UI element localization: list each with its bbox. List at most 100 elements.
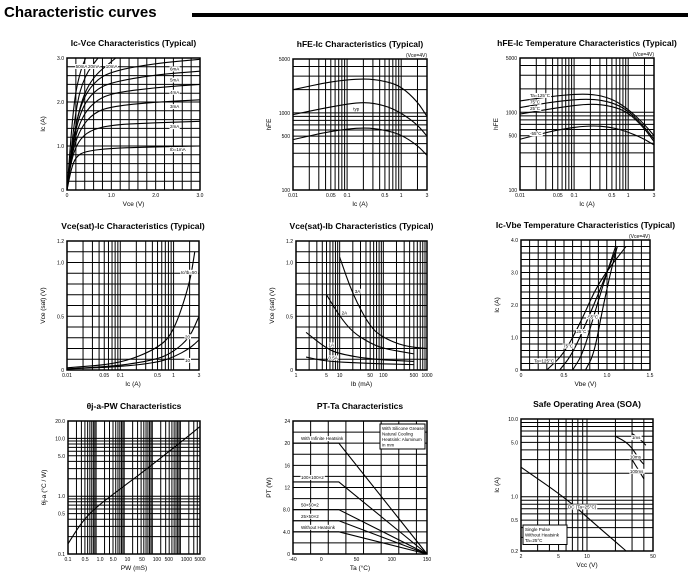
series-label-bg <box>533 358 556 364</box>
series-label-bg <box>169 77 180 83</box>
chart-note-box <box>379 423 426 450</box>
chart-1: hFE-Ic Characteristics (Typical) (Vce=4V)… <box>266 39 429 208</box>
series-label: 100×100×2 <box>301 475 324 480</box>
series-label: 5mA <box>170 78 179 83</box>
series-line <box>67 426 201 545</box>
chart-note-line: in mm <box>382 443 395 448</box>
x-axis-label: Vce (V) <box>123 201 145 208</box>
series-label: Ta=125°C <box>530 93 551 98</box>
series-label-bg <box>629 454 643 460</box>
series-label: 25°C <box>576 329 587 334</box>
y-tick-label: 500 <box>509 134 518 140</box>
chart-note-line: Ta=25°C <box>525 538 543 543</box>
x-tick-label: 100 <box>153 557 162 563</box>
y-tick-label: 8.0 <box>283 508 290 514</box>
x-tick-label: 1000 <box>181 557 192 563</box>
chart-5: Ic-Vbe Temperature Characteristics (Typi… <box>494 220 675 388</box>
series-label-bg <box>180 269 198 275</box>
series-line <box>615 435 645 465</box>
x-tick-label: 3 <box>653 193 656 199</box>
series-label-bg <box>575 329 588 334</box>
series-line <box>293 520 428 555</box>
y-tick-label: 4.0 <box>511 238 518 244</box>
series-line <box>520 466 627 552</box>
x-tick-label: 1000 <box>421 373 432 379</box>
series-line <box>292 127 428 156</box>
series-label-bg <box>341 310 348 316</box>
chart-subtitle: (Vce=4V) <box>406 53 427 59</box>
series-label: 4mA <box>170 90 179 95</box>
y-tick-label: 0 <box>287 552 290 558</box>
x-axis-label: Ic (A) <box>352 201 368 208</box>
y-tick-label: 1.0 <box>57 261 64 267</box>
plot-frame <box>295 240 428 371</box>
chart-8: Safe Operating Area (SOA) Vcc (V) Ic (A) 2 5… <box>494 399 656 569</box>
x-tick-label: 2.0 <box>152 193 159 199</box>
grid <box>519 57 655 191</box>
grid <box>295 240 428 371</box>
plot-frame <box>520 418 654 552</box>
series-label: 75°C <box>563 344 574 349</box>
y-tick-label: 1.2 <box>286 239 293 245</box>
y-tick-label: 2.0 <box>57 100 64 106</box>
series-label: typ <box>353 107 360 112</box>
series-line <box>585 246 618 371</box>
plot-frame <box>292 420 428 555</box>
series-label: 75°C <box>530 100 541 105</box>
x-tick-label: 10 <box>584 554 590 560</box>
chart-note-line: With Silicone Grease <box>382 426 425 431</box>
series-label-bg <box>529 92 552 98</box>
y-tick-label: 5000 <box>279 57 290 63</box>
y-tick-label: 5000 <box>506 56 517 62</box>
series-line <box>293 481 428 555</box>
chart-note-line: Natural Cooling <box>382 432 414 437</box>
series-label: 0.5A <box>329 355 338 360</box>
x-tick-label: 3.0 <box>197 193 204 199</box>
x-tick-label: 1 <box>295 373 298 379</box>
series-line <box>292 102 428 137</box>
y-axis-label: hFE <box>493 117 500 130</box>
y-tick-label: 1.0 <box>511 336 518 342</box>
series-line <box>546 246 627 371</box>
y-tick-label: 100 <box>282 188 291 194</box>
x-tick-label: 0.05 <box>99 373 109 379</box>
series-label: 2mA <box>170 124 179 129</box>
x-tick-label: 10 <box>125 557 131 563</box>
y-axis-label: PT (W) <box>266 477 273 497</box>
plot-frame <box>292 58 428 191</box>
x-tick-label: 0.1 <box>65 557 72 563</box>
series-label: Ta=125°C <box>534 358 555 363</box>
x-tick-label: 3 <box>198 373 201 379</box>
y-tick-label: 500 <box>282 134 291 140</box>
x-tick-label: 100 <box>388 557 397 563</box>
series-label-bg <box>328 355 339 361</box>
y-axis-label: Vce (sat) (V) <box>40 287 47 323</box>
series-line <box>339 256 428 350</box>
y-tick-label: 4.0 <box>283 530 290 536</box>
x-tick-label: 0 <box>520 373 523 379</box>
series-label: With Infinite Heatsink <box>301 436 344 441</box>
x-tick-label: 3 <box>426 193 429 199</box>
chart-subtitle: (Vce=4V) <box>633 52 654 58</box>
series-label-bg <box>567 504 598 510</box>
series-line <box>66 57 99 191</box>
y-tick-label: 24 <box>284 419 290 425</box>
y-tick-label: 16 <box>284 463 290 469</box>
series-label: 50mA <box>76 64 88 69</box>
chart-note-line: Single Pulse <box>525 527 551 532</box>
x-tick-label: 1 <box>400 193 403 199</box>
y-tick-label: 0 <box>515 368 518 374</box>
chart-6: θj-a-PW Characteristics PW (mS) θj-a (°C /… <box>40 401 206 572</box>
y-tick-label: 20.0 <box>55 419 65 425</box>
series-line <box>293 509 428 555</box>
y-tick-label: 1.2 <box>57 239 64 245</box>
chart-4: Vce(sat)-Ib Characteristics (Typical) Ib … <box>269 221 434 388</box>
series-label: Without Heatsink <box>301 525 336 530</box>
y-tick-label: 10.0 <box>55 436 65 442</box>
chart-title: PT-Ta Characteristics <box>317 401 404 411</box>
x-tick-label: 0.1 <box>344 193 351 199</box>
x-axis-label: Vcc (V) <box>576 562 597 569</box>
series-label-bg <box>105 64 119 69</box>
x-tick-label: 0.05 <box>553 193 563 199</box>
series-label: -55°C <box>530 131 542 136</box>
